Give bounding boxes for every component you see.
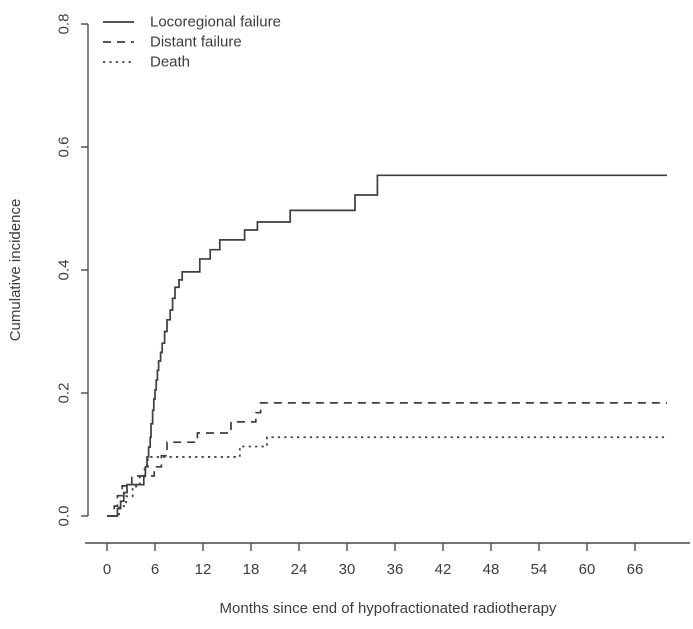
legend-item: Distant failure xyxy=(103,34,242,51)
x-axis-title: Months since end of hypofractionated rad… xyxy=(220,600,557,617)
legend-label: Locoregional failure xyxy=(150,14,281,31)
axes-layer: 0.0 0.2 0.4 0.6 0.8 0 6 12 18 24 30 36 42 48 54 60 66 xyxy=(56,14,690,578)
x-tick-label: 30 xyxy=(339,561,356,578)
y-tick-label: 0.6 xyxy=(56,137,73,158)
legend: Locoregional failure Distant failure Death xyxy=(103,14,281,71)
x-tick-label: 48 xyxy=(483,561,500,578)
y-tick-label: 0.4 xyxy=(56,260,73,281)
x-tick-label: 12 xyxy=(195,561,212,578)
legend-label: Distant failure xyxy=(150,34,242,51)
y-tick-label: 0.2 xyxy=(56,383,73,404)
legend-item: Locoregional failure xyxy=(103,14,281,31)
x-tick-label: 54 xyxy=(531,561,548,578)
x-tick-label: 6 xyxy=(151,561,159,578)
series-curve-dotted xyxy=(107,436,667,517)
y-tick-label: 0.0 xyxy=(56,506,73,527)
x-tick-label: 0 xyxy=(103,561,111,578)
legend-item: Death xyxy=(103,54,190,71)
x-tick-label: 18 xyxy=(243,561,260,578)
x-tick-label: 66 xyxy=(627,561,644,578)
y-tick-label: 0.8 xyxy=(56,14,73,35)
series-curve-dashed xyxy=(107,401,667,517)
x-tick-label: 24 xyxy=(291,561,308,578)
series-layer xyxy=(107,174,667,517)
series-curve-solid xyxy=(107,174,667,517)
y-axis-title: Cumulative incidence xyxy=(7,199,24,342)
x-tick-label: 42 xyxy=(435,561,452,578)
x-tick-label: 36 xyxy=(387,561,404,578)
x-tick-label: 60 xyxy=(579,561,596,578)
legend-label: Death xyxy=(150,54,190,71)
